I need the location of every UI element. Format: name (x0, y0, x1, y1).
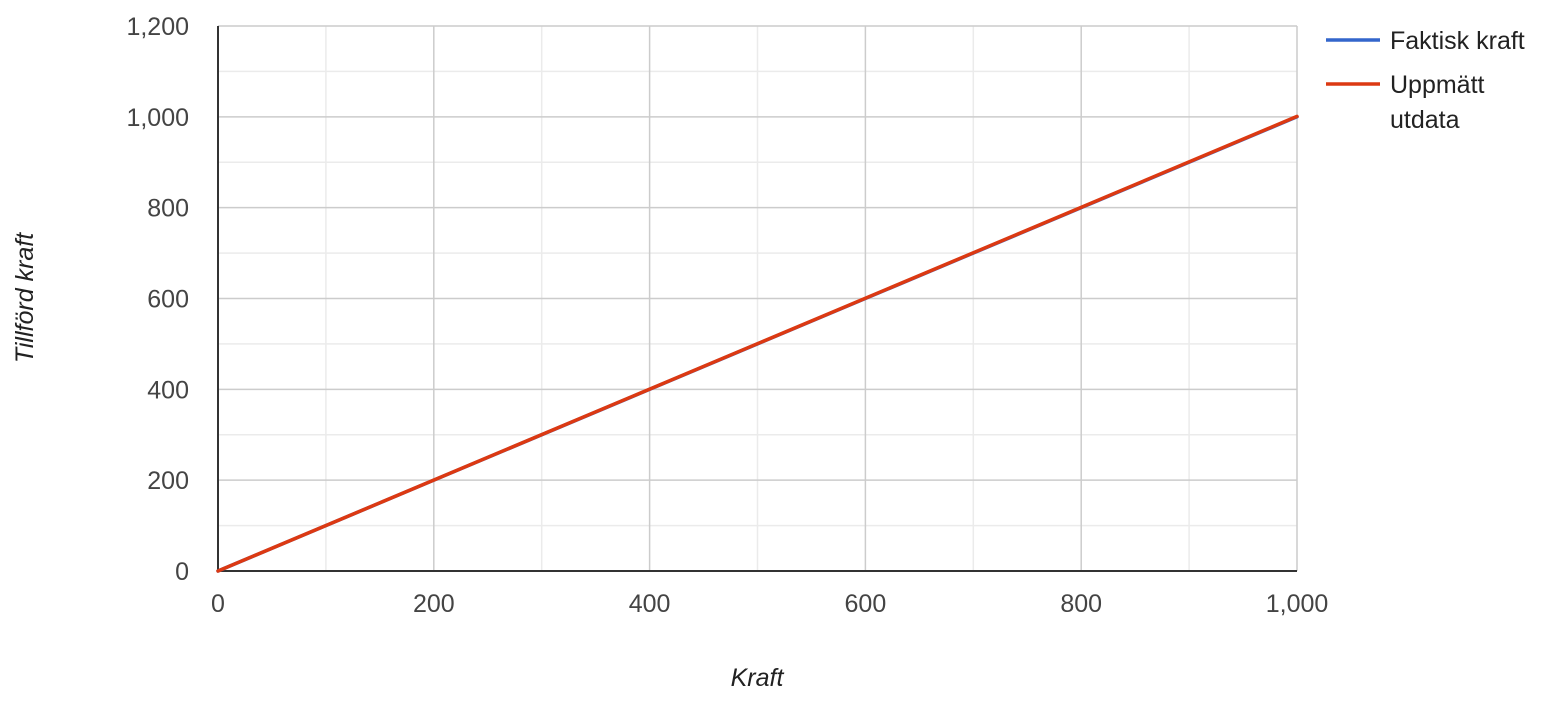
x-tick-label: 800 (1060, 590, 1102, 618)
x-axis-title: Kraft (731, 664, 785, 692)
x-tick-label: 0 (211, 590, 225, 618)
y-axis-ticks: 0 200 400 600 800 1,000 1,200 (126, 13, 189, 586)
y-tick-label: 600 (147, 286, 189, 314)
y-tick-label: 1,000 (126, 104, 189, 132)
legend-label: Uppmätt (1390, 71, 1485, 99)
legend-label: utdata (1390, 106, 1460, 134)
legend-label: Faktisk kraft (1390, 27, 1525, 55)
axes (217, 26, 1297, 572)
y-tick-label: 200 (147, 467, 189, 495)
x-tick-label: 200 (413, 590, 455, 618)
y-tick-label: 0 (175, 558, 189, 586)
x-tick-label: 1,000 (1266, 590, 1329, 618)
series-lines (216, 114, 1299, 573)
y-tick-label: 1,200 (126, 13, 189, 41)
x-tick-label: 400 (629, 590, 671, 618)
y-tick-label: 800 (147, 195, 189, 223)
x-tick-label: 600 (845, 590, 887, 618)
x-axis-ticks: 0 200 400 600 800 1,000 (211, 590, 1328, 618)
legend: Faktisk kraft Uppmätt utdata (1326, 27, 1525, 134)
series-line (216, 114, 1299, 573)
y-tick-label: 400 (147, 376, 189, 404)
y-axis-title: Tillförd kraft (11, 232, 39, 363)
